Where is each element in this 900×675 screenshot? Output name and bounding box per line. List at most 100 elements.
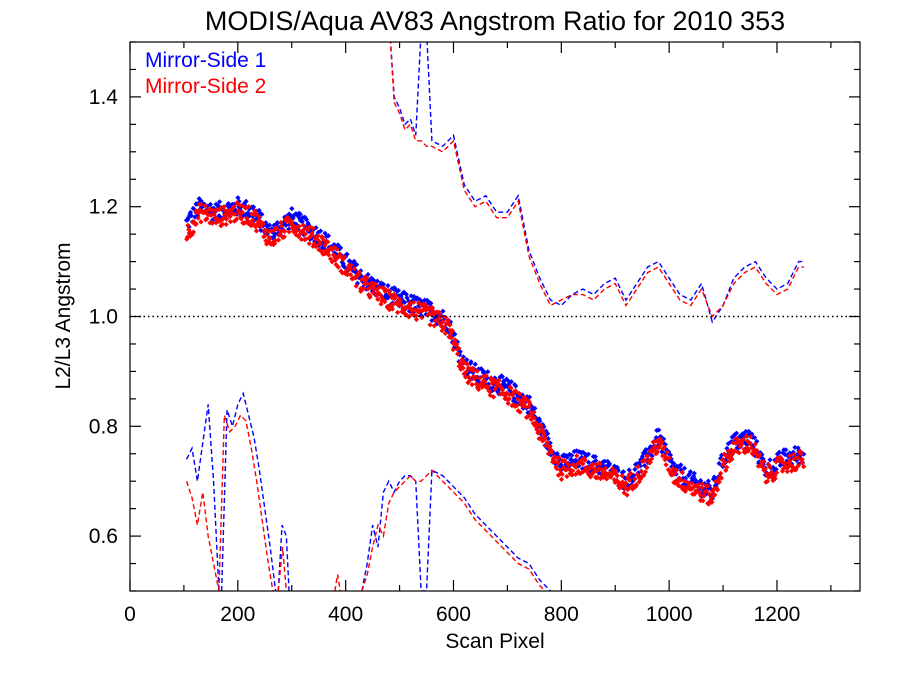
point-mirror-side-1 bbox=[702, 480, 708, 487]
point-mirror-side-2 bbox=[195, 215, 201, 221]
point-mirror-side-2 bbox=[333, 261, 339, 268]
point-mirror-side-2 bbox=[537, 428, 543, 435]
point-mirror-side-2 bbox=[699, 485, 705, 491]
point-mirror-side-2 bbox=[420, 301, 426, 307]
legend-entry-mirror-side-1: Mirror-Side 1 bbox=[145, 49, 266, 72]
point-mirror-side-1 bbox=[507, 387, 513, 393]
point-mirror-side-2 bbox=[325, 239, 331, 245]
point-mirror-side-2 bbox=[783, 463, 789, 469]
point-mirror-side-2 bbox=[584, 467, 591, 473]
point-mirror-side-2 bbox=[766, 474, 772, 480]
point-mirror-side-2 bbox=[389, 306, 395, 312]
x-tick-label: 600 bbox=[436, 603, 471, 626]
point-mirror-side-1 bbox=[801, 451, 807, 457]
point-mirror-side-2 bbox=[423, 302, 429, 308]
point-mirror-side-1 bbox=[497, 374, 503, 380]
point-mirror-side-1 bbox=[395, 287, 401, 294]
point-mirror-side-2 bbox=[772, 476, 778, 482]
point-mirror-side-1 bbox=[585, 459, 592, 465]
point-mirror-side-1 bbox=[422, 297, 428, 303]
chart-title: MODIS/Aqua AV83 Angstrom Ratio for 2010 … bbox=[205, 6, 785, 36]
point-mirror-side-1 bbox=[551, 450, 557, 456]
lower-dashed-line-mirror-side-1-1 bbox=[185, 404, 220, 591]
point-mirror-side-1 bbox=[532, 405, 538, 411]
point-mirror-side-2 bbox=[649, 456, 655, 462]
point-mirror-side-1 bbox=[593, 458, 599, 464]
point-mirror-side-2 bbox=[780, 466, 786, 472]
point-mirror-side-2 bbox=[370, 290, 376, 296]
point-mirror-side-1 bbox=[631, 472, 637, 479]
point-mirror-side-2 bbox=[760, 464, 766, 470]
point-mirror-side-2 bbox=[458, 366, 464, 372]
point-mirror-side-2 bbox=[601, 474, 608, 480]
point-mirror-side-2 bbox=[760, 459, 767, 465]
point-mirror-side-2 bbox=[439, 328, 445, 334]
point-mirror-side-2 bbox=[382, 299, 388, 305]
point-mirror-side-1 bbox=[602, 458, 608, 464]
point-mirror-side-2 bbox=[686, 483, 692, 489]
point-mirror-side-2 bbox=[801, 464, 807, 470]
point-mirror-side-2 bbox=[562, 458, 568, 464]
point-mirror-side-2 bbox=[691, 491, 698, 497]
point-mirror-side-2 bbox=[747, 441, 753, 447]
point-mirror-side-1 bbox=[569, 452, 575, 458]
point-mirror-side-2 bbox=[286, 229, 292, 235]
point-mirror-side-1 bbox=[656, 427, 662, 433]
point-mirror-side-1 bbox=[723, 458, 730, 464]
point-mirror-side-2 bbox=[548, 447, 554, 453]
point-mirror-side-2 bbox=[669, 469, 675, 475]
point-mirror-side-1 bbox=[434, 321, 440, 327]
point-mirror-side-2 bbox=[673, 478, 679, 484]
point-mirror-side-2 bbox=[275, 237, 282, 243]
point-mirror-side-2 bbox=[602, 469, 608, 475]
point-mirror-side-2 bbox=[372, 281, 378, 287]
point-mirror-side-2 bbox=[696, 489, 703, 495]
point-mirror-side-1 bbox=[256, 207, 262, 213]
point-mirror-side-2 bbox=[597, 461, 603, 467]
point-mirror-side-2 bbox=[391, 296, 398, 302]
point-mirror-side-1 bbox=[770, 464, 776, 471]
point-mirror-side-2 bbox=[418, 302, 424, 309]
point-mirror-side-2 bbox=[327, 256, 334, 262]
point-mirror-side-1 bbox=[574, 458, 580, 464]
point-mirror-side-2 bbox=[253, 211, 259, 217]
point-mirror-side-2 bbox=[540, 429, 547, 436]
point-mirror-side-1 bbox=[554, 450, 560, 457]
point-mirror-side-2 bbox=[209, 220, 216, 226]
point-mirror-side-2 bbox=[454, 341, 460, 347]
point-mirror-side-1 bbox=[576, 463, 582, 469]
point-mirror-side-2 bbox=[669, 472, 675, 478]
point-mirror-side-2 bbox=[628, 470, 634, 477]
point-mirror-side-2 bbox=[535, 423, 542, 429]
point-mirror-side-2 bbox=[398, 302, 405, 308]
point-mirror-side-2 bbox=[660, 446, 666, 452]
point-mirror-side-2 bbox=[232, 211, 238, 217]
point-mirror-side-2 bbox=[652, 443, 658, 449]
point-mirror-side-2 bbox=[772, 473, 778, 479]
point-mirror-side-2 bbox=[217, 205, 224, 212]
point-mirror-side-2 bbox=[527, 400, 533, 406]
point-mirror-side-1 bbox=[767, 457, 773, 463]
point-mirror-side-2 bbox=[481, 383, 487, 389]
point-mirror-side-2 bbox=[791, 451, 797, 458]
series-mirror-side-2 bbox=[184, 42, 807, 591]
point-mirror-side-2 bbox=[588, 472, 594, 479]
point-mirror-side-2 bbox=[593, 461, 599, 467]
point-mirror-side-1 bbox=[795, 445, 801, 451]
point-mirror-side-1 bbox=[790, 449, 796, 455]
point-mirror-side-1 bbox=[318, 228, 324, 234]
point-mirror-side-1 bbox=[744, 442, 750, 448]
point-mirror-side-1 bbox=[691, 470, 697, 476]
point-mirror-side-1 bbox=[398, 295, 404, 301]
point-mirror-side-2 bbox=[745, 447, 752, 453]
point-mirror-side-2 bbox=[700, 498, 706, 504]
point-mirror-side-2 bbox=[315, 233, 321, 239]
point-mirror-side-2 bbox=[252, 208, 258, 214]
point-mirror-side-2 bbox=[580, 461, 586, 467]
point-mirror-side-2 bbox=[387, 291, 393, 297]
point-mirror-side-2 bbox=[627, 484, 634, 490]
point-mirror-side-1 bbox=[513, 383, 519, 389]
point-mirror-side-2 bbox=[492, 379, 499, 385]
point-mirror-side-2 bbox=[260, 221, 266, 227]
point-mirror-side-2 bbox=[496, 381, 502, 387]
